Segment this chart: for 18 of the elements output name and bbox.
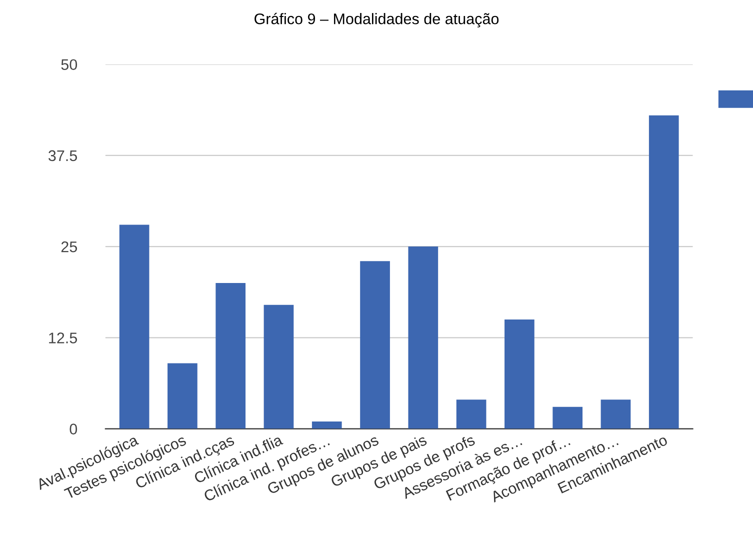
bar bbox=[648, 115, 679, 429]
bar bbox=[168, 363, 198, 429]
bar bbox=[408, 246, 438, 429]
bar bbox=[600, 400, 631, 429]
bar bbox=[312, 422, 342, 429]
bar bbox=[264, 304, 294, 429]
bar bbox=[216, 283, 246, 429]
bar bbox=[119, 224, 150, 429]
chart-title: Gráfico 9 – Modalidades de atuação bbox=[254, 12, 499, 28]
bar bbox=[552, 406, 583, 429]
y-tick-label: 25 bbox=[61, 241, 78, 252]
bar bbox=[504, 319, 534, 429]
y-tick-label: 0 bbox=[70, 424, 78, 434]
bar bbox=[456, 400, 486, 429]
y-tick-label: 37.5 bbox=[48, 150, 78, 162]
y-tick-label: 50 bbox=[61, 59, 78, 70]
y-tick-label: 12.5 bbox=[49, 332, 78, 344]
bar bbox=[360, 261, 390, 429]
